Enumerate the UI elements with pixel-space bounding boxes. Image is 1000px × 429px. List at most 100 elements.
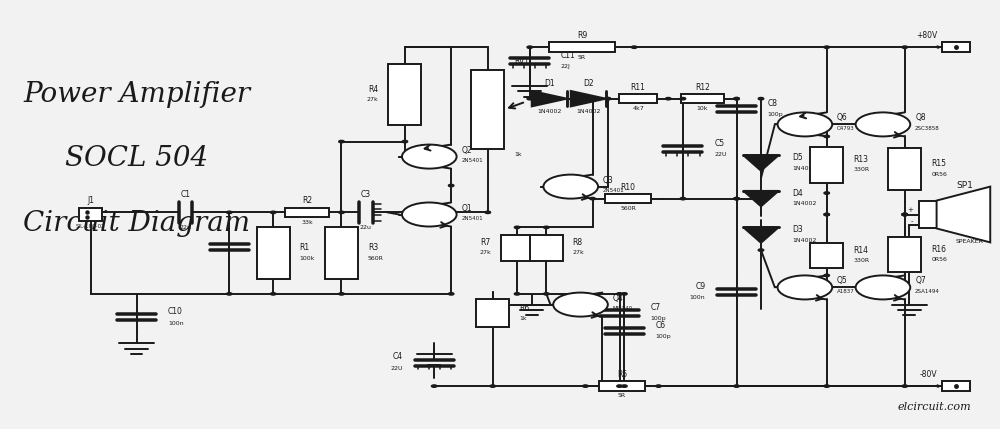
Text: D1: D1 [544, 79, 555, 88]
Circle shape [553, 293, 608, 317]
Circle shape [270, 211, 276, 214]
Circle shape [590, 97, 595, 100]
Text: C2: C2 [261, 237, 271, 245]
Bar [501, 235, 534, 261]
Text: R9: R9 [577, 31, 587, 40]
Bar [530, 235, 563, 261]
Text: Q4: Q4 [613, 294, 623, 302]
Text: J1: J1 [87, 196, 94, 205]
Text: R16: R16 [931, 245, 946, 254]
Text: 5R: 5R [618, 393, 626, 399]
Bar [549, 42, 615, 52]
Text: SOCL 504: SOCL 504 [65, 145, 208, 172]
Text: elcircuit.com: elcircuit.com [897, 402, 971, 412]
Circle shape [622, 293, 627, 295]
Circle shape [758, 197, 764, 200]
Text: R13: R13 [853, 155, 868, 164]
Circle shape [514, 226, 520, 229]
Text: 22U: 22U [390, 366, 403, 371]
Text: 33k: 33k [301, 220, 313, 225]
Circle shape [902, 213, 908, 216]
Text: 1n: 1n [261, 250, 268, 255]
Text: Q5: Q5 [837, 277, 848, 285]
Text: C8: C8 [768, 100, 778, 108]
Circle shape [666, 97, 671, 100]
Text: D5: D5 [792, 154, 803, 162]
Text: D3: D3 [792, 226, 803, 234]
Bar [476, 299, 509, 327]
Text: R15: R15 [931, 160, 946, 168]
Bar [919, 201, 937, 228]
Bar [810, 147, 843, 183]
Text: Q8: Q8 [915, 114, 926, 122]
Text: C7: C7 [651, 303, 661, 312]
Text: 1N4002: 1N4002 [537, 109, 561, 114]
Text: 560R: 560R [620, 206, 636, 211]
Text: C6: C6 [656, 321, 666, 330]
Circle shape [583, 385, 588, 387]
Text: R7: R7 [481, 238, 491, 247]
Circle shape [680, 97, 686, 100]
Text: 4k7: 4k7 [632, 106, 644, 111]
Text: 22J: 22J [561, 64, 571, 69]
Circle shape [339, 293, 344, 295]
Circle shape [902, 213, 908, 216]
Text: +: + [907, 207, 913, 213]
Circle shape [680, 197, 686, 200]
Text: -: - [911, 218, 913, 224]
Circle shape [605, 97, 611, 100]
Circle shape [734, 97, 739, 100]
Circle shape [527, 46, 533, 48]
Text: Circuit Diagram: Circuit Diagram [23, 210, 250, 236]
Text: D4: D4 [792, 189, 803, 198]
Circle shape [448, 184, 454, 187]
Bar [681, 94, 724, 103]
Text: 1k: 1k [514, 152, 522, 157]
Text: SIL-100-02: SIL-100-02 [76, 224, 106, 229]
Polygon shape [571, 91, 606, 106]
Text: R10: R10 [621, 183, 636, 191]
Polygon shape [743, 155, 779, 171]
Bar [888, 148, 921, 190]
Text: Power Amplifier: Power Amplifier [23, 81, 250, 108]
Circle shape [431, 385, 437, 387]
Bar [605, 194, 651, 203]
Polygon shape [937, 187, 990, 242]
Text: Q6: Q6 [837, 114, 848, 122]
Text: 0R56: 0R56 [931, 172, 947, 177]
Circle shape [227, 293, 232, 295]
Text: R2: R2 [302, 196, 312, 205]
Text: 1N4002: 1N4002 [576, 109, 601, 114]
Text: 330R: 330R [853, 167, 869, 172]
Text: MJE340: MJE340 [613, 306, 633, 311]
Text: 2N5401: 2N5401 [461, 158, 483, 163]
Circle shape [824, 213, 829, 216]
Text: D2: D2 [583, 79, 594, 88]
Circle shape [856, 275, 910, 299]
Text: SPEAKER: SPEAKER [956, 239, 984, 244]
Bar [285, 208, 329, 217]
Circle shape [617, 293, 622, 295]
Circle shape [778, 112, 832, 136]
Text: A1837: A1837 [837, 289, 855, 294]
Circle shape [656, 385, 661, 387]
Circle shape [527, 97, 533, 100]
Text: Q7: Q7 [915, 277, 926, 285]
Text: Q3: Q3 [603, 176, 614, 184]
Circle shape [631, 46, 637, 48]
Bar [942, 42, 970, 52]
Bar [471, 69, 504, 149]
Circle shape [856, 112, 910, 136]
Text: R11: R11 [631, 83, 646, 91]
Text: R3: R3 [368, 244, 378, 252]
Text: R12: R12 [695, 83, 710, 91]
Text: 100p: 100p [768, 112, 783, 118]
Text: 1: 1 [936, 45, 940, 50]
Circle shape [402, 145, 457, 169]
Text: -80V: -80V [920, 370, 938, 379]
Text: C9: C9 [695, 282, 705, 291]
Text: 1k: 1k [519, 316, 527, 321]
Circle shape [902, 46, 908, 48]
Text: 330R: 330R [853, 258, 869, 263]
Text: 100n: 100n [168, 320, 183, 326]
